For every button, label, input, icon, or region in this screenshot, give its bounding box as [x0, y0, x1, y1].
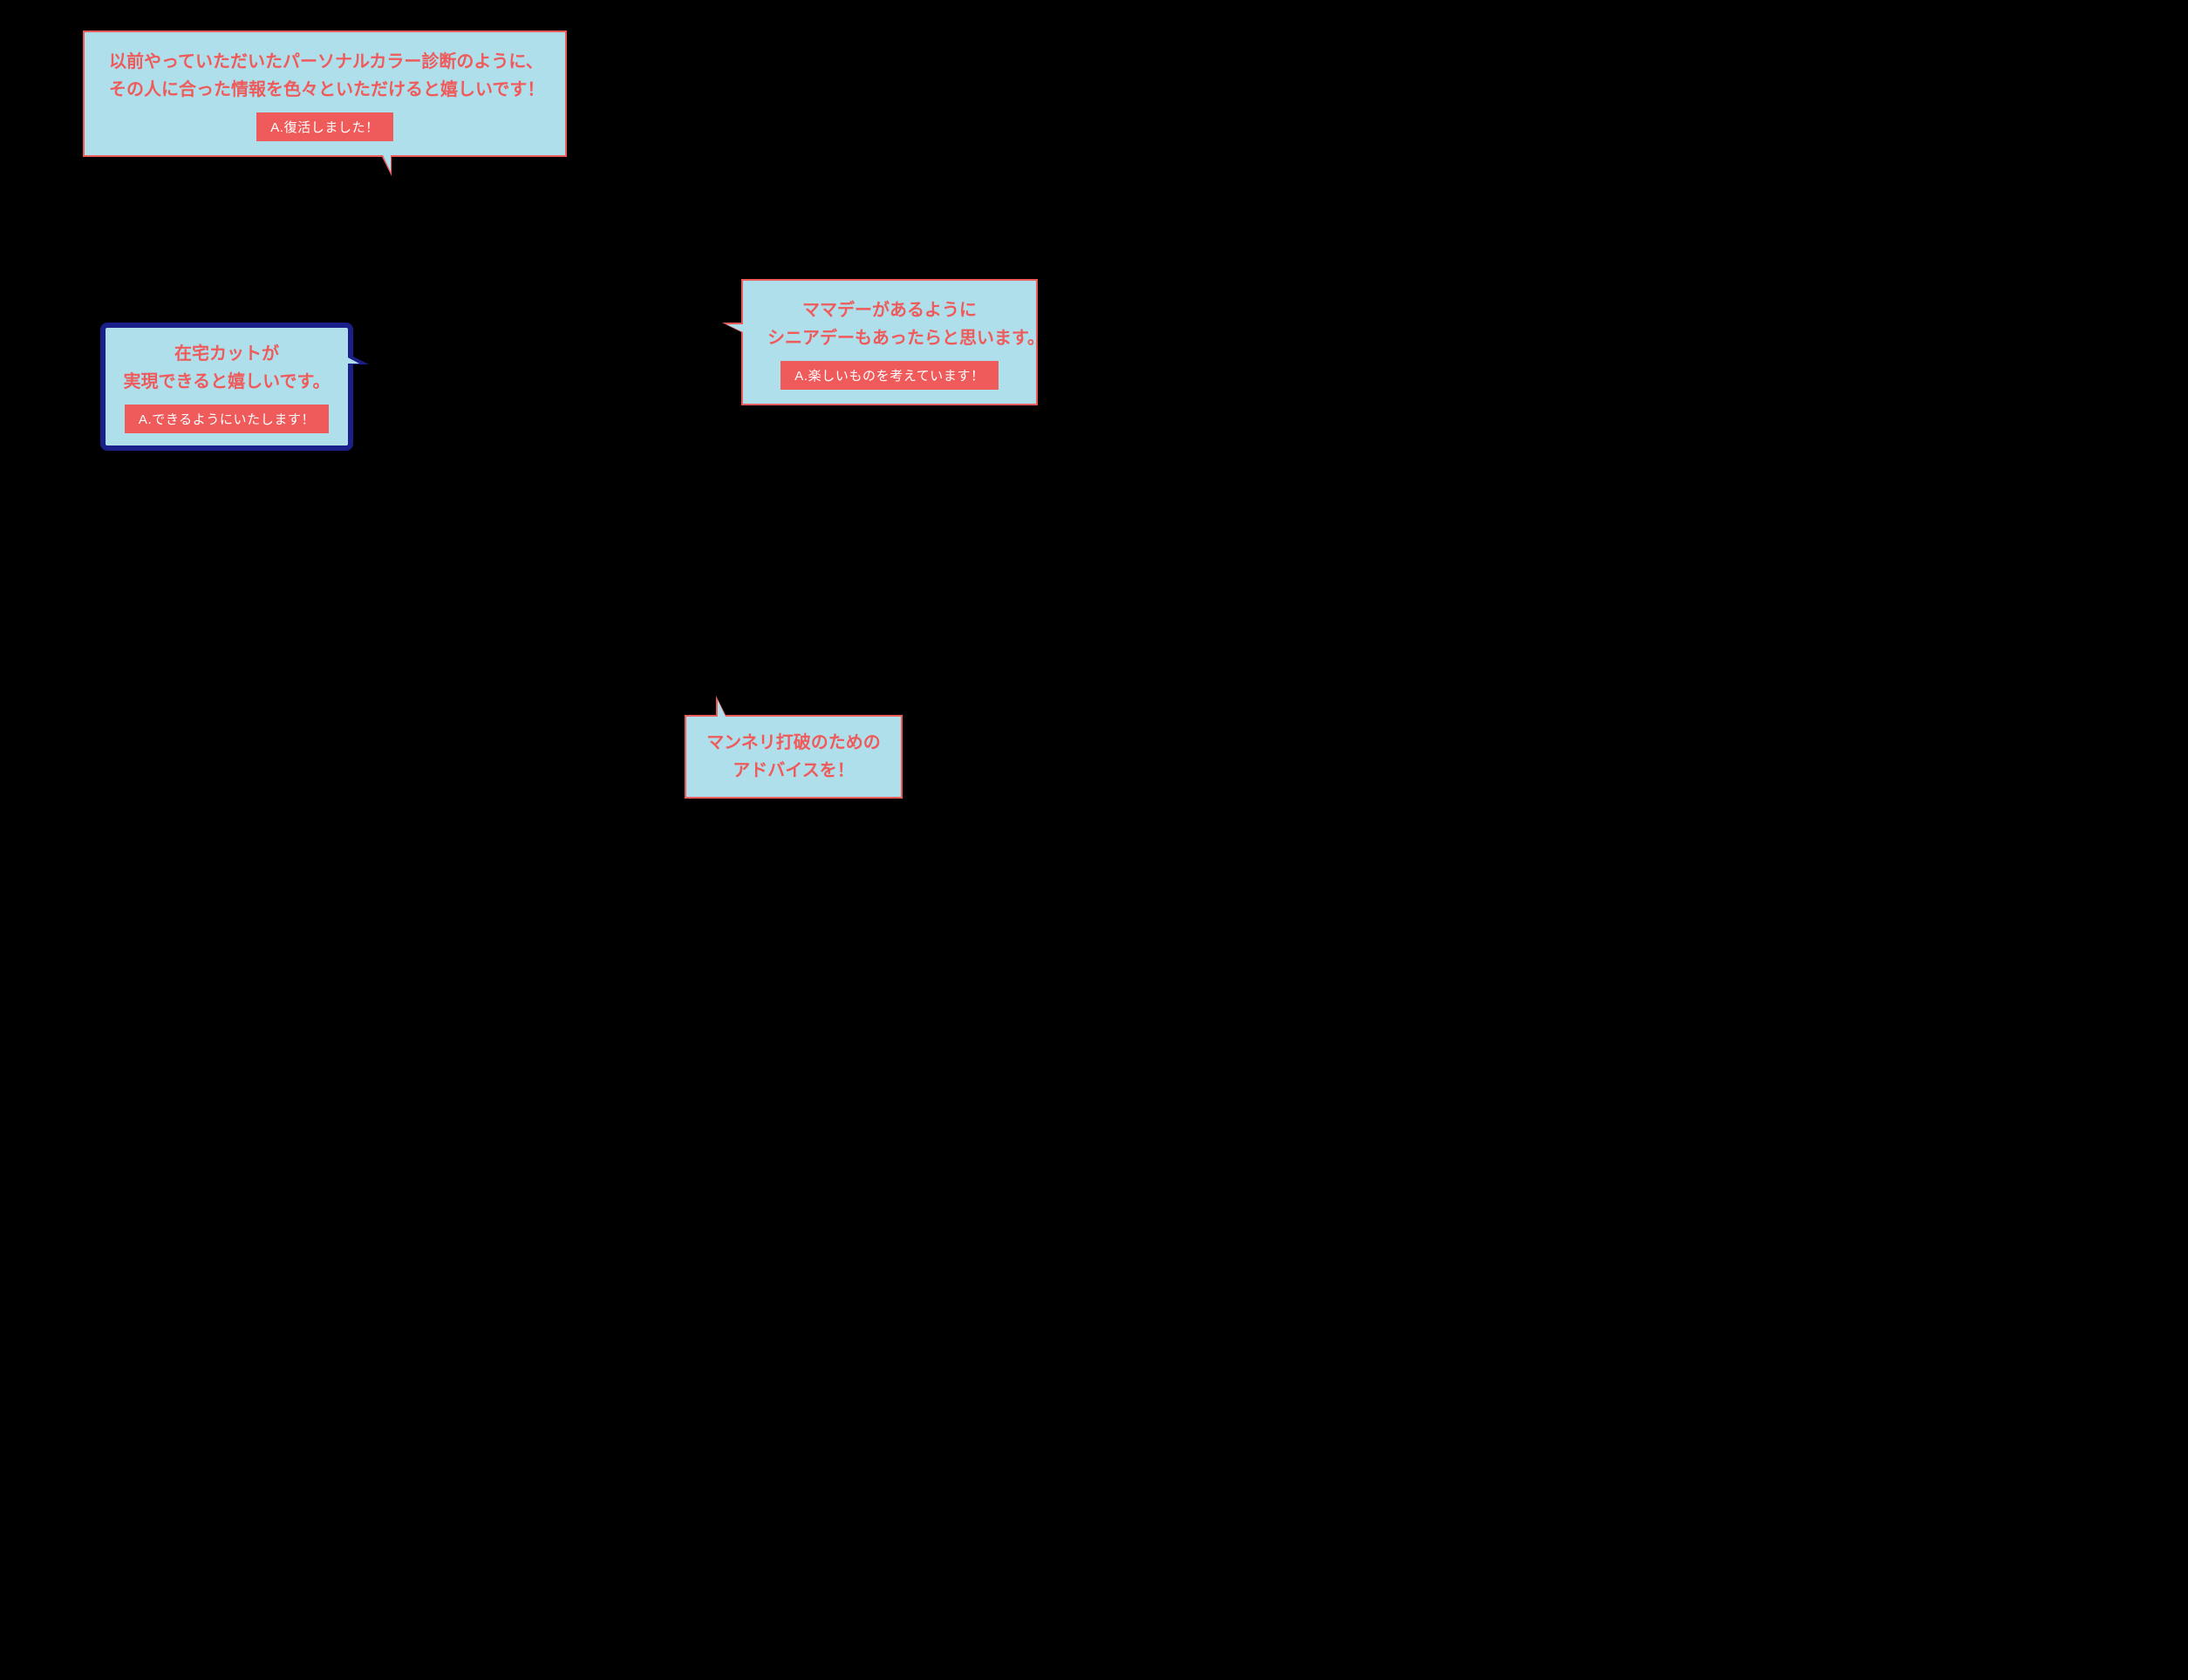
speech-bubble-2-highlighted[interactable]: 在宅カットが 実現できると嬉しいです。 A.できるようにいたします！: [100, 323, 353, 451]
bubble-text: 以前やっていただいたパーソナルカラー診断のように、 その人に合った情報を色々とい…: [109, 48, 541, 104]
bubble-tail-icon: [346, 357, 359, 364]
answer-badge: A.できるようにいたします！: [125, 405, 329, 433]
answer-badge: A.復活しました！: [256, 112, 393, 141]
bubble-line: アドバイスを！: [733, 761, 854, 780]
bubble-text: 在宅カットが 実現できると嬉しいです。: [123, 340, 331, 396]
bubble-line: その人に合った情報を色々といただけると嬉しいです！: [109, 80, 544, 99]
bubble-tail-icon: [726, 324, 743, 332]
bubble-tail-icon: [718, 700, 726, 717]
bubble-text: ママデーがあるように シニアデーもあったらと思います。: [767, 296, 1012, 352]
bubble-line: ママデーがあるように: [802, 301, 977, 320]
speech-bubble-3: ママデーがあるように シニアデーもあったらと思います。 A.楽しいものを考えてい…: [741, 279, 1038, 405]
bubble-line: マンネリ打破のための: [706, 733, 881, 752]
bubble-line: 在宅カットが: [174, 344, 279, 364]
speech-bubble-1: 以前やっていただいたパーソナルカラー診断のように、 その人に合った情報を色々とい…: [83, 31, 567, 157]
bubble-tail-icon: [383, 155, 391, 172]
answer-badge: A.楽しいものを考えています！: [780, 361, 998, 390]
bubble-line: 以前やっていただいたパーソナルカラー診断のように、: [109, 52, 543, 71]
speech-bubble-4: マンネリ打破のための アドバイスを！: [685, 715, 903, 799]
bubble-line: シニアデーもあったらと思います。: [767, 329, 1045, 348]
bubble-text: マンネリ打破のための アドバイスを！: [704, 729, 883, 785]
bubble-line: 実現できると嬉しいです。: [124, 372, 331, 391]
